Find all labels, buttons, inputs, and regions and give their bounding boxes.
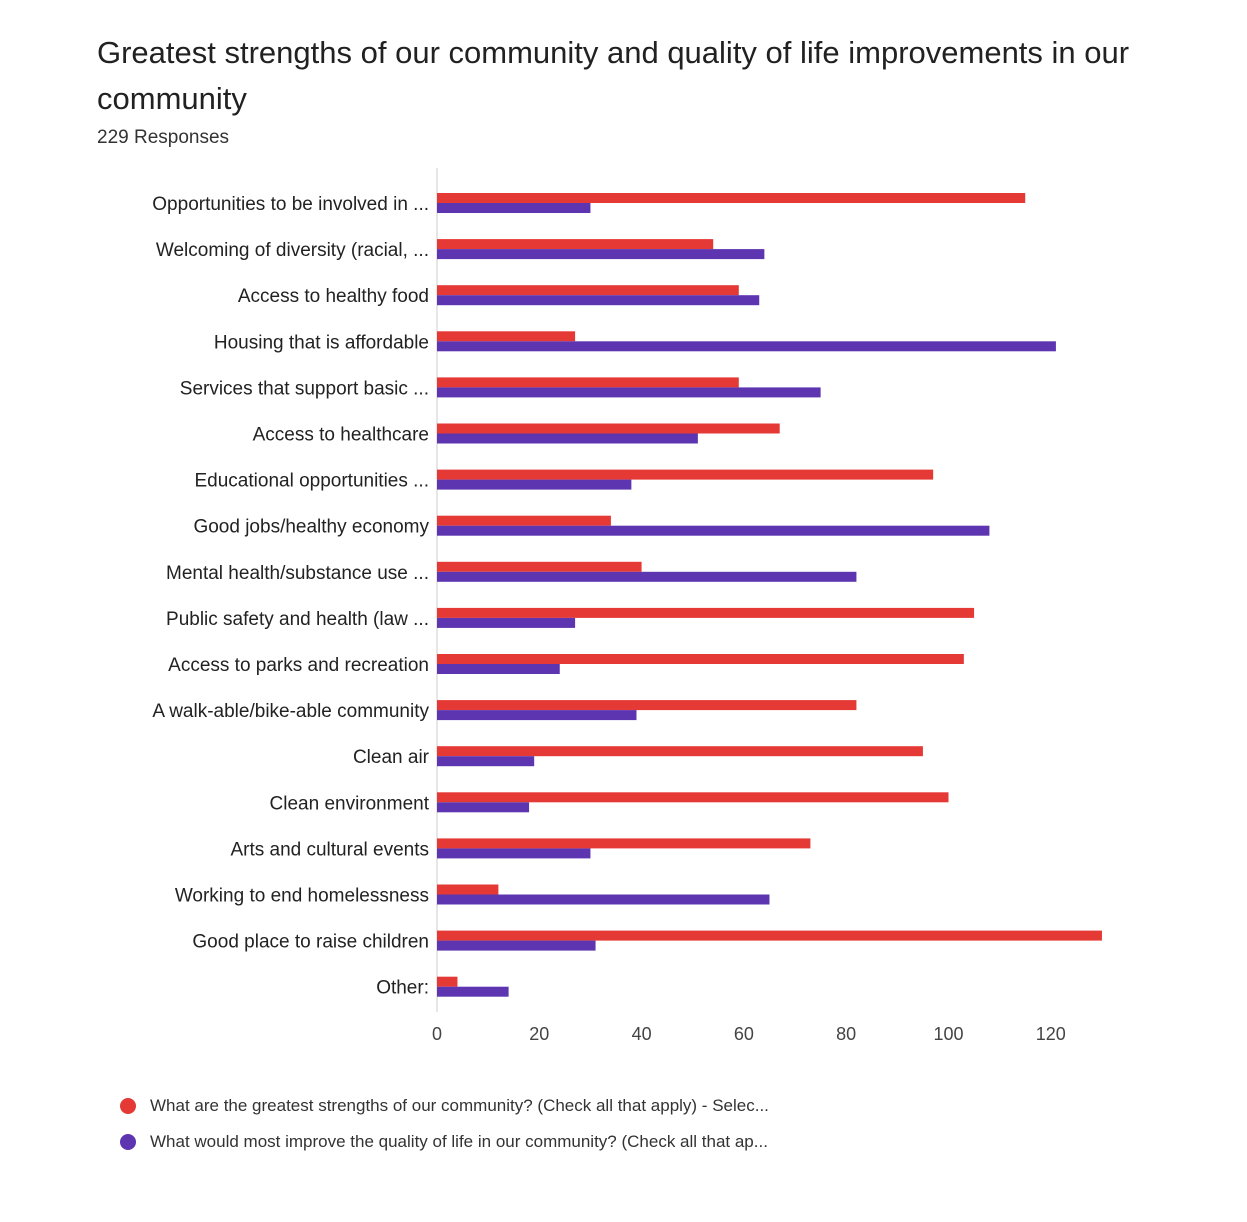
bar-improvements[interactable]: [437, 617, 576, 628]
category-label: Access to healthy food: [238, 286, 429, 307]
bar-strengths[interactable]: [437, 561, 642, 572]
category-label: Welcoming of diversity (racial, ...: [156, 240, 429, 261]
x-tick-label: 0: [432, 1024, 442, 1044]
category-label: Access to healthcare: [253, 425, 429, 446]
legend-item-strengths[interactable]: What are the greatest strengths of our c…: [120, 1088, 769, 1124]
bar-improvements[interactable]: [437, 433, 698, 444]
bar-improvements[interactable]: [437, 940, 596, 951]
bar-improvements[interactable]: [437, 802, 530, 813]
bar-strengths[interactable]: [437, 469, 934, 480]
category-label: Working to end homelessness: [175, 886, 429, 907]
category-label: Mental health/substance use ...: [166, 563, 429, 584]
bar-strengths[interactable]: [437, 331, 576, 342]
category-label: Good place to raise children: [192, 932, 429, 953]
bar-improvements[interactable]: [437, 710, 637, 721]
legend-swatch-improvements: [120, 1134, 136, 1150]
x-tick-label: 20: [529, 1024, 549, 1044]
legend: What are the greatest strengths of our c…: [120, 1088, 769, 1160]
bar-improvements[interactable]: [437, 664, 560, 674]
bar-improvements[interactable]: [437, 249, 765, 260]
bar-strengths[interactable]: [437, 654, 964, 664]
bar-strengths[interactable]: [437, 285, 739, 296]
legend-label-improvements: What would most improve the quality of l…: [150, 1132, 768, 1151]
bar-improvements[interactable]: [437, 894, 770, 905]
bar-strengths[interactable]: [437, 976, 458, 987]
x-tick-label: 80: [836, 1024, 856, 1044]
bar-strengths[interactable]: [437, 193, 1026, 203]
category-label: Access to parks and recreation: [168, 655, 429, 676]
category-label: Public safety and health (law ...: [166, 609, 429, 630]
legend-label-strengths: What are the greatest strengths of our c…: [150, 1096, 769, 1115]
bar-strengths[interactable]: [437, 884, 499, 895]
bar-strengths[interactable]: [437, 239, 714, 250]
bar-strengths[interactable]: [437, 377, 739, 388]
category-label: Clean air: [353, 747, 430, 768]
bar-improvements[interactable]: [437, 203, 591, 213]
response-count: 229 Responses: [97, 127, 230, 148]
bar-strengths[interactable]: [437, 700, 857, 711]
bar-strengths[interactable]: [437, 792, 949, 803]
bar-improvements[interactable]: [437, 479, 632, 490]
legend-item-improvements[interactable]: What would most improve the quality of l…: [120, 1124, 769, 1160]
bar-strengths[interactable]: [437, 838, 811, 849]
bar-improvements[interactable]: [437, 571, 857, 582]
category-label: Good jobs/healthy economy: [193, 517, 429, 538]
bar-chart: 0 20 40 60 80 100 120 Opportunities to be invol…: [152, 168, 1102, 1044]
bar-improvements[interactable]: [437, 986, 509, 997]
x-tick-label: 100: [933, 1024, 963, 1044]
category-label: Arts and cultural events: [230, 839, 429, 860]
category-label: Housing that is affordable: [214, 332, 429, 353]
bar-strengths[interactable]: [437, 515, 611, 526]
bar-improvements[interactable]: [437, 341, 1056, 352]
bar-strengths[interactable]: [437, 607, 975, 618]
bar-improvements[interactable]: [437, 525, 990, 536]
bar-strengths[interactable]: [437, 423, 780, 434]
category-label: Other:: [376, 978, 429, 999]
bar-improvements[interactable]: [437, 387, 821, 398]
category-label: Opportunities to be involved in ...: [152, 194, 429, 215]
category-label: Services that support basic ...: [180, 378, 429, 399]
x-tick-label: 120: [1036, 1024, 1066, 1044]
category-label: Educational opportunities ...: [195, 471, 430, 492]
bar-improvements[interactable]: [437, 848, 591, 859]
bar-improvements[interactable]: [437, 295, 760, 306]
x-tick-label: 40: [632, 1024, 652, 1044]
bar-strengths[interactable]: [437, 930, 1102, 941]
category-label: A walk-able/bike-able community: [152, 701, 429, 722]
legend-swatch-strengths: [120, 1098, 136, 1114]
bar-strengths[interactable]: [437, 746, 923, 757]
chart-title: Greatest strengths of our community and …: [97, 35, 1130, 116]
bar-improvements[interactable]: [437, 756, 535, 767]
category-label: Clean environment: [270, 793, 430, 814]
x-tick-label: 60: [734, 1024, 754, 1044]
